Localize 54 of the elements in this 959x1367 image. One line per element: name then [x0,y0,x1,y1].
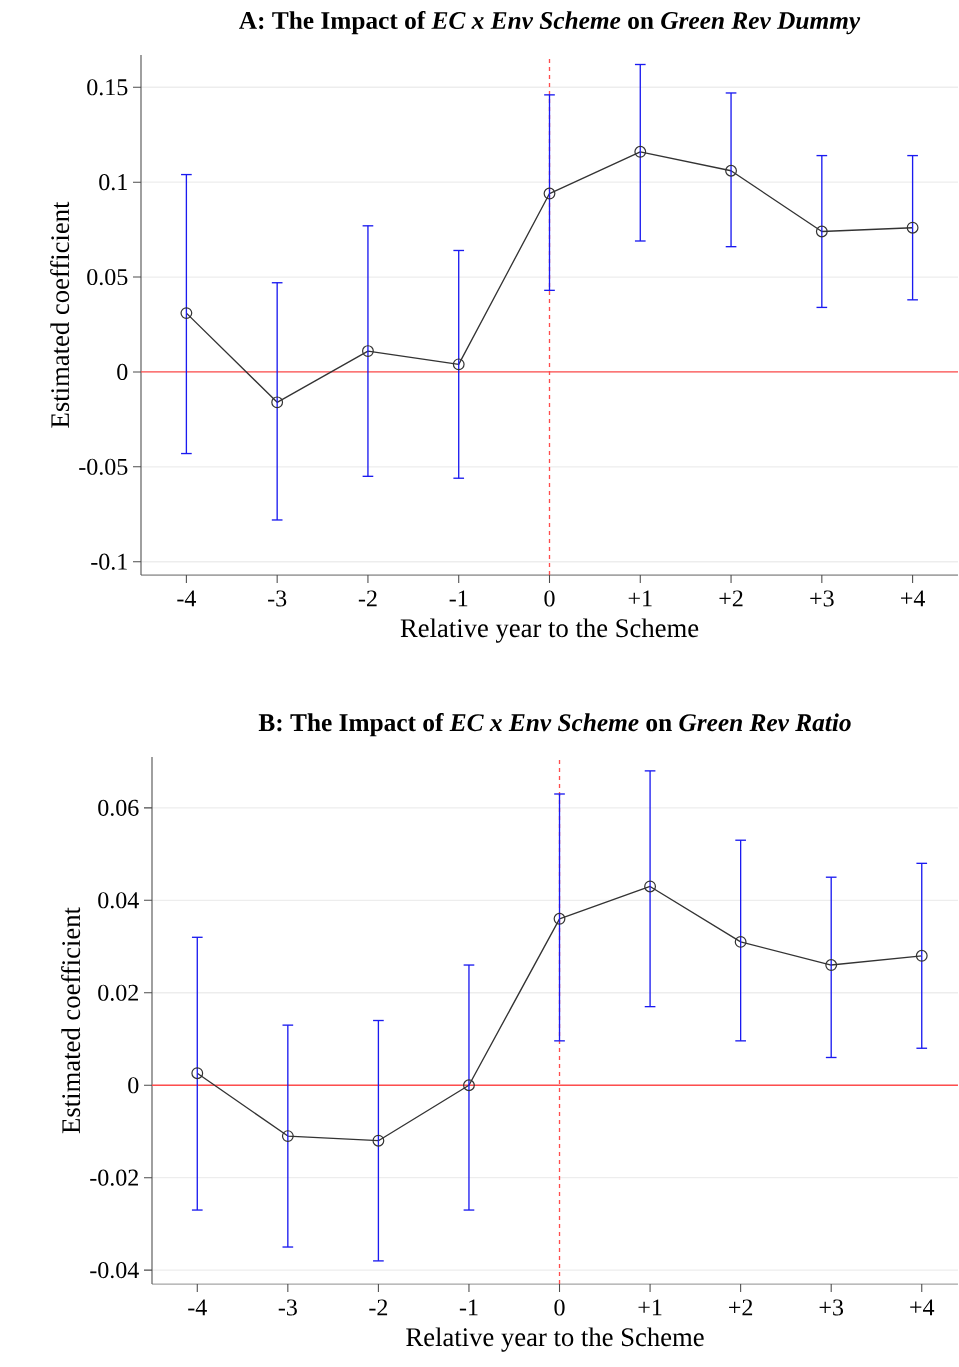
y-tick-label: 0 [117,363,128,381]
y-tick-label: 0.04 [98,892,139,909]
y-tick-label: -0.02 [90,1169,138,1186]
point [906,221,919,234]
y-axis-title: Estimated coefficient [50,201,70,428]
y-axis-title: Estimated coefficient [61,907,81,1134]
x-tick-label: -2 [369,1299,388,1316]
x-tick-label: -3 [278,1299,297,1316]
point [634,145,647,158]
point [915,949,928,962]
x-tick-label: +3 [819,1299,844,1316]
x-axis-title: Relative year to the Scheme [406,1327,704,1352]
chart-title: B: The Impact of EC x Env Scheme on Green Rev Ratio [258,713,851,737]
point [825,959,838,971]
point [180,307,193,320]
point [553,912,566,925]
point [644,880,657,893]
x-tick-label: +4 [901,590,925,607]
x-tick-label: -4 [188,1299,207,1316]
x-tick-label: 0 [544,590,555,607]
point [734,935,747,948]
y-tick-label: 0.02 [98,984,138,1001]
point [725,164,737,177]
point [815,225,828,238]
y-tick-label: 0.15 [87,79,128,96]
x-tick-label: +1 [638,1299,662,1316]
chart-title: A: The Impact of EC x Env Scheme on Green Rev Dummy [239,10,861,35]
y-tick-label: 0.05 [87,268,128,286]
point [463,1079,475,1092]
y-tick-label: -0.05 [79,458,128,475]
x-tick-label: -1 [449,590,468,607]
y-tick-label: 0.06 [98,799,139,817]
x-tick-label: +2 [729,1299,753,1316]
point [362,345,374,357]
x-axis-title: Relative year to the Scheme [400,618,699,643]
point [452,358,465,371]
x-tick-label: +4 [910,1299,935,1316]
point [372,1134,385,1147]
x-tick-label: +1 [628,590,652,607]
x-tick-label: -2 [358,590,377,607]
point [543,187,556,200]
x-tick-label: -1 [459,1299,478,1316]
x-tick-label: -4 [177,590,197,607]
x-tick-label: +2 [719,590,743,607]
x-tick-label: +3 [810,590,834,607]
y-tick-label: 0 [128,1077,139,1094]
x-tick-label: -3 [268,590,287,607]
y-tick-label: 0.1 [99,174,127,191]
point [271,396,284,409]
point [281,1130,294,1143]
point [191,1067,204,1080]
x-tick-label: 0 [554,1299,565,1316]
y-tick-label: -0.1 [91,553,127,570]
y-tick-label: -0.04 [90,1262,139,1279]
